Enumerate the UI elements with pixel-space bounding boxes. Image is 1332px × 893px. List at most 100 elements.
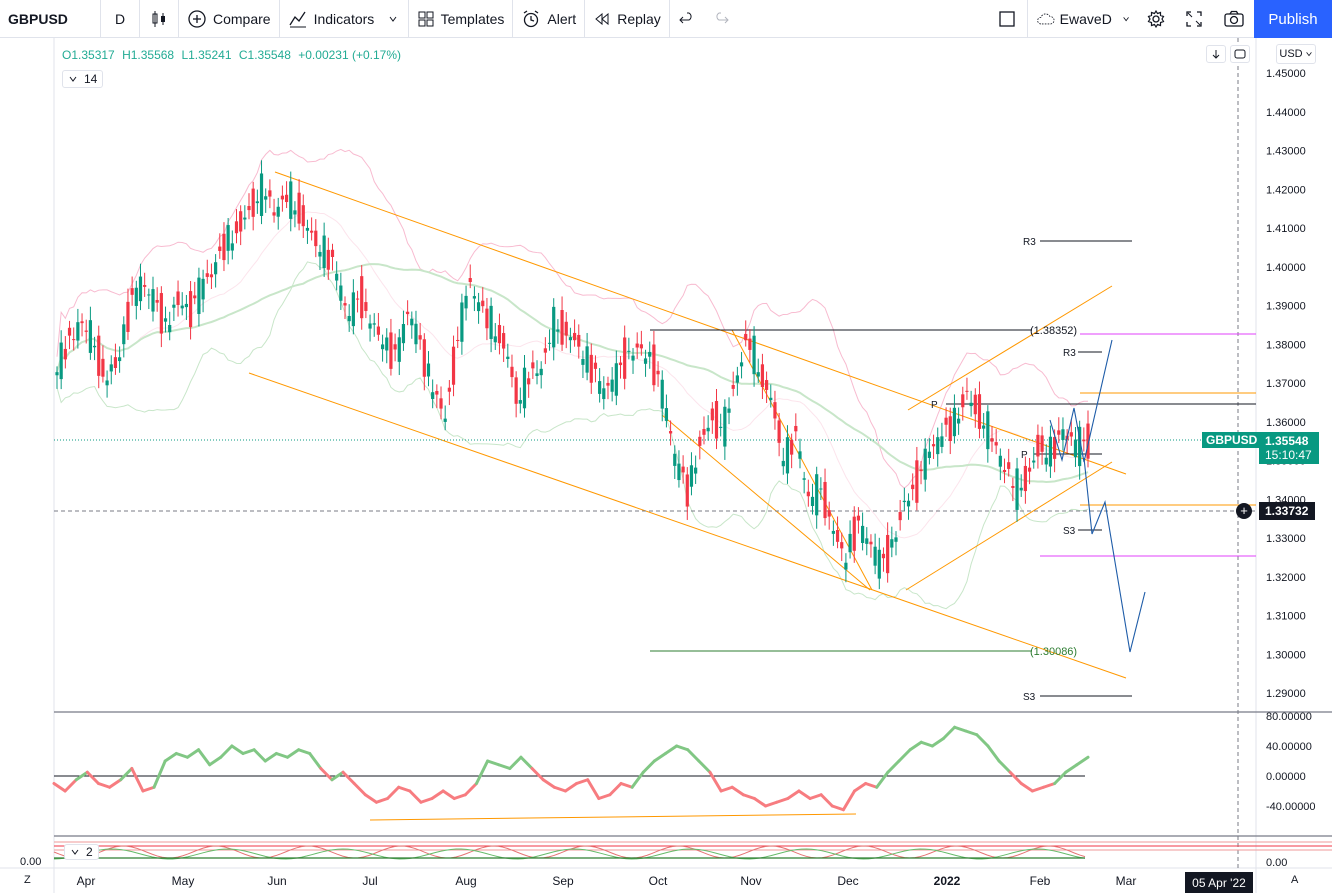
candle-body — [364, 302, 368, 311]
indicator-period-chip[interactable]: 14 — [62, 70, 104, 88]
candlestick-series — [55, 160, 1090, 590]
undo-button[interactable] — [670, 0, 704, 38]
undo-icon — [679, 12, 692, 23]
oscillator-segment — [786, 789, 801, 800]
candle-body — [806, 491, 810, 497]
candle-body — [627, 350, 631, 352]
candle-body — [572, 332, 577, 341]
trend-line-lower[interactable] — [248, 372, 1127, 679]
layout-name-button[interactable]: EwaveD — [1028, 0, 1138, 38]
oscillator-segment — [474, 759, 490, 785]
fullscreen-button[interactable] — [1174, 0, 1214, 38]
currency-selector[interactable]: USD — [1276, 44, 1316, 64]
candle-body — [214, 262, 218, 275]
candle-body — [447, 387, 451, 392]
candle-body — [1019, 487, 1023, 491]
candle-body — [635, 343, 639, 348]
candle-body — [952, 407, 957, 437]
osc-divergence-line[interactable] — [369, 813, 857, 821]
candle-body — [1027, 467, 1032, 472]
trend-line-wedge-a[interactable] — [661, 414, 871, 591]
candle-body — [406, 311, 410, 315]
candle-body — [97, 335, 101, 376]
oscillator2-chip[interactable]: 2 — [64, 844, 99, 860]
oscillator-axis[interactable]: 80.00000 40.00000 0.00000 -40.00000 — [1266, 711, 1316, 813]
oscillator-segment — [519, 755, 534, 770]
oscillator-segment — [897, 748, 912, 763]
channel-upper[interactable] — [907, 285, 1113, 411]
symbol-search[interactable]: GBPUSD — [8, 10, 68, 27]
candle-body — [698, 436, 702, 446]
candle-body — [456, 339, 460, 341]
oscillator-segment — [552, 785, 567, 793]
candle-body — [272, 212, 276, 216]
oscillator-segment — [819, 793, 834, 808]
channel-lower[interactable] — [905, 461, 1113, 591]
oscillator-segment — [864, 782, 879, 789]
oscillator-segment — [1053, 770, 1068, 785]
oscillator-segment — [241, 748, 256, 755]
oscillator-segment — [119, 767, 134, 782]
timezone-toggle-z[interactable]: Z — [24, 874, 31, 886]
candle-body — [990, 438, 994, 442]
candle-body — [497, 325, 502, 344]
chart-type-button[interactable] — [140, 0, 178, 38]
projection-down[interactable] — [1083, 457, 1146, 653]
templates-button[interactable]: Templates — [409, 0, 513, 38]
candle-body — [147, 294, 151, 296]
candle-body — [1040, 435, 1044, 452]
candle-body — [284, 194, 289, 203]
candle-body — [118, 357, 122, 362]
oscillator-segment — [941, 725, 957, 740]
candle-body — [931, 444, 936, 447]
layout-button[interactable] — [987, 0, 1027, 38]
label-fib-low: (1.30086) — [1030, 646, 1077, 658]
snapshot-button[interactable] — [1214, 0, 1254, 38]
scroll-to-latest-button[interactable] — [1206, 45, 1226, 63]
trend-line-upper[interactable] — [274, 171, 1127, 475]
oscillator-segment — [964, 729, 979, 737]
candle-body — [848, 533, 852, 553]
candle-body — [301, 205, 305, 227]
add-alert-plus-icon[interactable]: + — [1236, 503, 1252, 519]
candle-body — [673, 453, 677, 466]
oscillator-segment — [297, 748, 312, 755]
candle-body — [656, 370, 660, 375]
oscillator-segment — [263, 752, 278, 763]
oscillator-segment — [908, 740, 923, 752]
projection-up[interactable] — [1049, 339, 1113, 463]
chart-canvas[interactable]: R3 R3 P P S3 S3 (1.38352) (1.30086) 1.45… — [0, 38, 1332, 893]
compare-button[interactable]: Compare — [179, 0, 279, 38]
time-axis[interactable]: Apr May Jun Jul Aug Sep Oct Nov Dec 2022 Feb Mar — [77, 874, 1137, 888]
candle-body — [810, 496, 815, 506]
candle-body — [59, 342, 63, 380]
oscillator-segment — [63, 778, 78, 793]
replay-button[interactable]: Replay — [585, 0, 669, 38]
candle-body — [835, 530, 840, 542]
candle-body — [1078, 426, 1082, 467]
settings-button[interactable] — [1138, 0, 1174, 38]
auto-scale-toggle-a[interactable]: A — [1291, 874, 1299, 886]
indicators-button[interactable]: Indicators — [280, 0, 408, 38]
chevron-down-icon — [1123, 16, 1129, 21]
oscillator-segment — [352, 782, 367, 797]
auto-scale-button[interactable] — [1230, 45, 1250, 63]
interval-button[interactable]: D — [114, 10, 126, 27]
candle-body — [372, 323, 376, 325]
oscillator-segment — [1042, 782, 1057, 789]
alert-button[interactable]: Alert — [513, 0, 584, 38]
candle-body — [101, 358, 105, 377]
oscillator-segment — [497, 763, 512, 770]
candle-body — [790, 440, 794, 455]
candle-body — [318, 251, 322, 257]
candle-body — [385, 337, 389, 351]
candle-body — [485, 308, 489, 329]
templates-icon — [418, 11, 434, 26]
price-axis[interactable]: 1.45000 1.44000 1.43000 1.42000 1.41000 1.400… — [1266, 68, 1306, 700]
candle-body — [631, 355, 635, 361]
publish-button[interactable]: Publish — [1254, 0, 1332, 38]
redo-button[interactable] — [704, 0, 738, 38]
candle-body — [1048, 436, 1053, 467]
osc-tick-label: 0.00000 — [1266, 771, 1306, 783]
oscillator-pane — [52, 725, 1090, 821]
